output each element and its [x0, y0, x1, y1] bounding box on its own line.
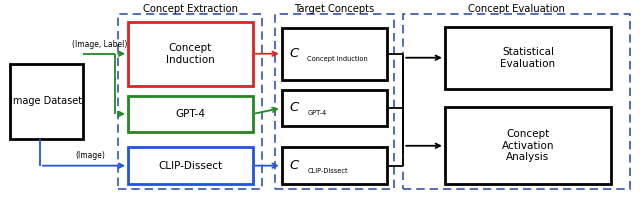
Text: Concept Evaluation: Concept Evaluation: [468, 4, 565, 14]
Text: Target Concepts: Target Concepts: [294, 4, 374, 14]
Bar: [445, 27, 611, 89]
Text: GPT-4: GPT-4: [175, 109, 205, 119]
Bar: [128, 22, 253, 86]
Text: (Image, Label): (Image, Label): [72, 40, 127, 49]
Text: CLIP-Dissect: CLIP-Dissect: [307, 168, 348, 174]
Bar: [118, 14, 262, 189]
Bar: [128, 147, 253, 184]
Bar: [282, 28, 387, 80]
Bar: [128, 96, 253, 132]
Text: Statistical
Evaluation: Statistical Evaluation: [500, 47, 556, 68]
Text: Concept
Induction: Concept Induction: [166, 43, 215, 64]
Bar: [282, 90, 387, 126]
Text: (Image): (Image): [76, 151, 106, 160]
Bar: [275, 14, 394, 189]
Bar: [10, 64, 83, 139]
Text: Concept
Activation
Analysis: Concept Activation Analysis: [502, 129, 554, 162]
Bar: [445, 107, 611, 184]
Text: Image Dataset: Image Dataset: [10, 97, 83, 106]
Bar: [403, 14, 630, 189]
Text: $\mathit{C}$: $\mathit{C}$: [289, 159, 301, 172]
Text: CLIP-Dissect: CLIP-Dissect: [158, 161, 223, 171]
Text: GPT-4: GPT-4: [307, 110, 326, 116]
Text: $\mathit{C}$: $\mathit{C}$: [289, 101, 301, 114]
Bar: [282, 147, 387, 184]
Text: Concept Induction: Concept Induction: [307, 56, 368, 62]
Text: Concept Extraction: Concept Extraction: [143, 4, 238, 14]
Text: $\mathit{C}$: $\mathit{C}$: [289, 47, 301, 60]
